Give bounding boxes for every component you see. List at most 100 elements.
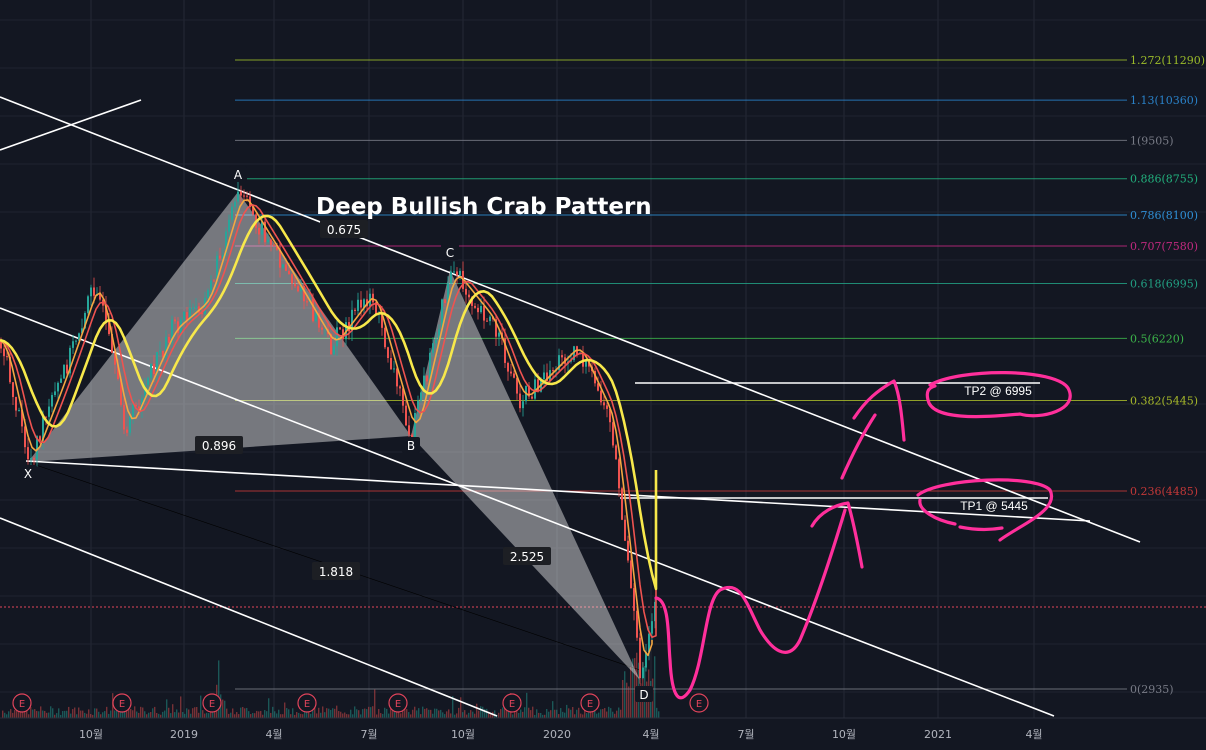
volume-bar — [146, 714, 148, 718]
volume-bar — [608, 706, 610, 718]
volume-bar — [4, 712, 6, 718]
volume-bar — [532, 706, 534, 718]
volume-bar — [530, 710, 532, 718]
candle-body — [168, 336, 170, 343]
target-label: TP1 @ 5445 — [960, 499, 1028, 513]
volume-bar — [248, 711, 250, 718]
volume-bar — [240, 707, 242, 718]
ratio-label: 0.675 — [327, 223, 361, 237]
ratio-label-bg — [320, 220, 368, 238]
candle-body — [435, 339, 437, 344]
volume-bar — [298, 712, 300, 718]
fib-label: 1(9505) — [1130, 134, 1174, 147]
candle-body — [54, 391, 56, 396]
volume-bar — [170, 713, 172, 718]
volume-bar — [472, 711, 474, 718]
volume-bar — [558, 714, 560, 718]
volume-bar — [374, 689, 376, 718]
candle-body — [363, 299, 365, 308]
candle-body — [276, 245, 278, 250]
candle-body — [264, 221, 266, 243]
volume-bar — [448, 709, 450, 718]
volume-bar — [598, 712, 600, 718]
volume-bar — [418, 708, 420, 718]
candle-body — [306, 301, 308, 303]
volume-bar — [234, 714, 236, 718]
volume-bar — [72, 709, 74, 718]
candle-body — [123, 404, 125, 430]
volume-bar — [378, 709, 380, 718]
volume-bar — [388, 713, 390, 718]
volume-bar — [450, 713, 452, 718]
candle-body — [642, 667, 644, 679]
hand-drawing — [654, 371, 1072, 700]
labels: TP1 @ 5445 TP2 @ 6995 X A B C D 0.675 0.896 1.818… — [12, 166, 1032, 713]
volume-bar — [312, 708, 314, 718]
pattern-bcd — [411, 270, 640, 680]
volume-bar — [180, 696, 182, 718]
earnings-marker-label: E — [19, 699, 25, 710]
volume-bar — [398, 712, 400, 718]
volume-bar — [612, 711, 614, 718]
candle-body — [39, 436, 41, 441]
moving-averages — [0, 199, 658, 657]
volume-bar — [470, 710, 472, 718]
volume-bar — [252, 712, 254, 718]
volume-bar — [108, 713, 110, 718]
candle-body — [510, 371, 512, 374]
volume-bar — [458, 707, 460, 718]
volume-bar — [132, 710, 134, 718]
candle-body — [228, 219, 230, 232]
volume-bar — [500, 709, 502, 718]
volume-bar — [520, 709, 522, 718]
volume-bar — [468, 712, 470, 718]
fib-label: 0.707(7580) — [1130, 240, 1198, 253]
candle-body — [336, 327, 338, 347]
volume-bar — [20, 710, 22, 718]
candle-body — [480, 306, 482, 313]
volume-bar — [34, 709, 36, 718]
volume-bar — [118, 709, 120, 718]
candle-body — [600, 390, 602, 403]
volume-bar — [490, 714, 492, 718]
candle-body — [6, 356, 8, 358]
hand-stroke — [654, 508, 847, 700]
point-label: D — [639, 688, 648, 702]
volume-bar — [290, 714, 292, 718]
candle-body — [318, 313, 320, 328]
volume-bar — [144, 711, 146, 718]
volume-bar — [164, 710, 166, 718]
candle-body — [552, 370, 554, 372]
volume-bar — [206, 712, 208, 718]
volume-bar — [218, 660, 220, 718]
candle-body — [141, 398, 143, 409]
point-label: C — [446, 246, 454, 260]
candle-body — [648, 633, 650, 653]
volume-bar — [300, 713, 302, 718]
candle-body — [504, 338, 506, 363]
trend-line — [0, 96, 1141, 543]
x-tick-label: 10월 — [451, 728, 475, 741]
candle-body — [324, 328, 326, 330]
candle-body — [9, 356, 11, 383]
candle-body — [21, 409, 23, 427]
volume-bar — [506, 709, 508, 718]
volume-bar — [270, 712, 272, 718]
volume-bar — [400, 713, 402, 718]
volume-bar — [196, 707, 198, 718]
volume-bar — [432, 713, 434, 718]
volume-bar — [632, 658, 634, 718]
volume-bar — [12, 712, 14, 718]
candle-body — [156, 352, 158, 375]
volume-bar — [172, 704, 174, 718]
candle-body — [390, 358, 392, 370]
fib-label: 0.886(8755) — [1130, 173, 1198, 186]
volume-bar — [334, 708, 336, 718]
candle-body — [603, 402, 605, 406]
candle-body — [189, 308, 191, 320]
candle-body — [342, 329, 344, 340]
candle-body — [213, 280, 215, 282]
volume-bar — [174, 712, 176, 718]
earnings-marker — [202, 693, 222, 713]
candle-body — [354, 309, 356, 311]
